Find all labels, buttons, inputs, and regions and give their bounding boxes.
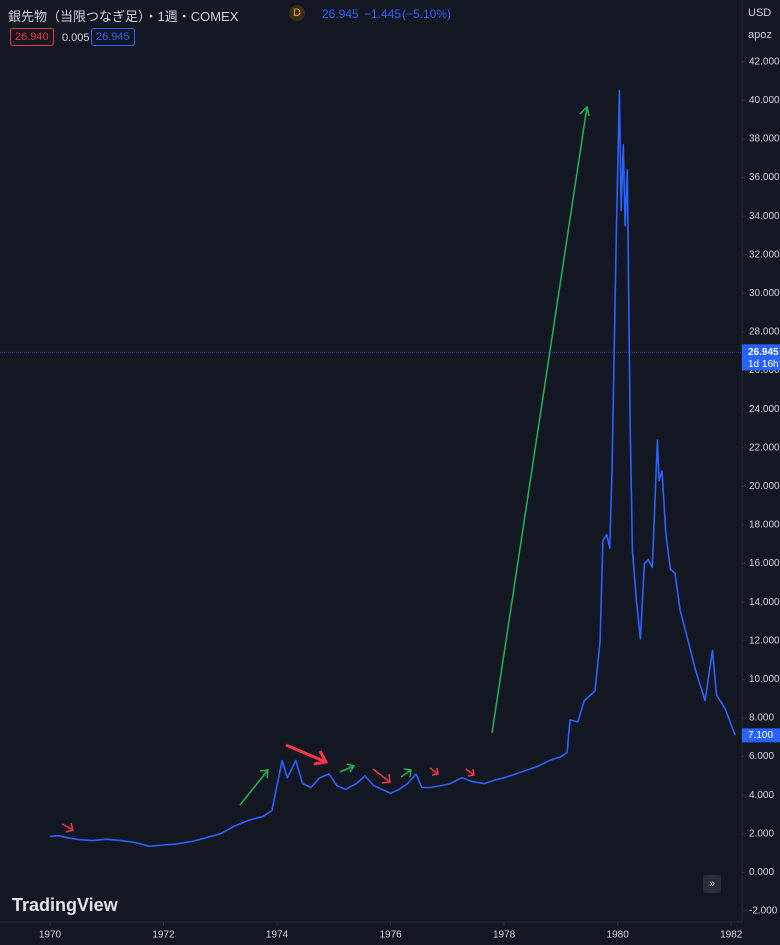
x-tick-label: 1972 [152,930,175,941]
y-tick-label: 20.000 [749,481,780,492]
sell-button[interactable]: 26.940 [10,28,54,46]
y-tick-label: 16.000 [749,558,780,569]
y-tick-label: 36.000 [749,172,780,183]
spread: 0.005 [62,32,90,44]
y-tick-label: 24.000 [749,404,780,415]
brand: TradingView [12,895,118,915]
drawings [61,105,590,833]
y-tick-label: 28.000 [749,327,780,338]
y-tick-label: 0.000 [749,867,774,878]
last-price: 26.945 [322,7,359,21]
y-tick-label: 10.000 [749,674,780,685]
y-tick-label: 14.000 [749,597,780,608]
change-pct: (−5.10%) [402,7,452,21]
price-axis [742,0,780,945]
currency[interactable]: USD [748,7,772,19]
x-tick-label: 1970 [39,930,62,941]
current-price-label: 26.945 [748,347,779,358]
unit-menu[interactable]: apoz [748,29,772,41]
x-tick-label: 1974 [266,930,289,941]
y-tick-label: 6.000 [749,751,774,762]
y-tick-label: 30.000 [749,288,780,299]
y-tick-label: 8.000 [749,713,774,724]
y-tick-label: -2.000 [749,906,778,917]
price-line [49,89,736,848]
x-tick-label: 1978 [493,930,516,941]
y-tick-label: 2.000 [749,828,774,839]
y-tick-label: 18.000 [749,520,780,531]
last-price-box [742,728,780,743]
scroll-button[interactable]: » [703,875,722,893]
y-tick-label: 26.000 [749,365,780,376]
y-tick-label: 4.000 [749,790,774,801]
countdown: 1d 16h [748,359,779,370]
current-price-box [742,344,780,371]
y-tick-label: 22.000 [749,442,780,453]
x-tick-label: 1980 [607,930,630,941]
x-tick-label: 1976 [379,930,402,941]
change: −1.445 [364,7,402,21]
y-tick-label: 32.000 [749,249,780,260]
y-tick-label: 12.000 [749,635,780,646]
buy-button[interactable]: 26.945 [91,28,135,46]
y-tick-label: 38.000 [749,134,780,145]
y-tick-label: 42.000 [749,56,780,67]
badge: D [289,5,305,21]
y-tick-label: 34.000 [749,211,780,222]
y-tick-label: 40.000 [749,95,780,106]
x-tick-label: 1982 [720,930,743,941]
last-price-label: 7.100 [748,730,773,741]
symbol-title[interactable]: 銀先物（当限つなぎ足）・1週・COMEX [8,9,239,24]
